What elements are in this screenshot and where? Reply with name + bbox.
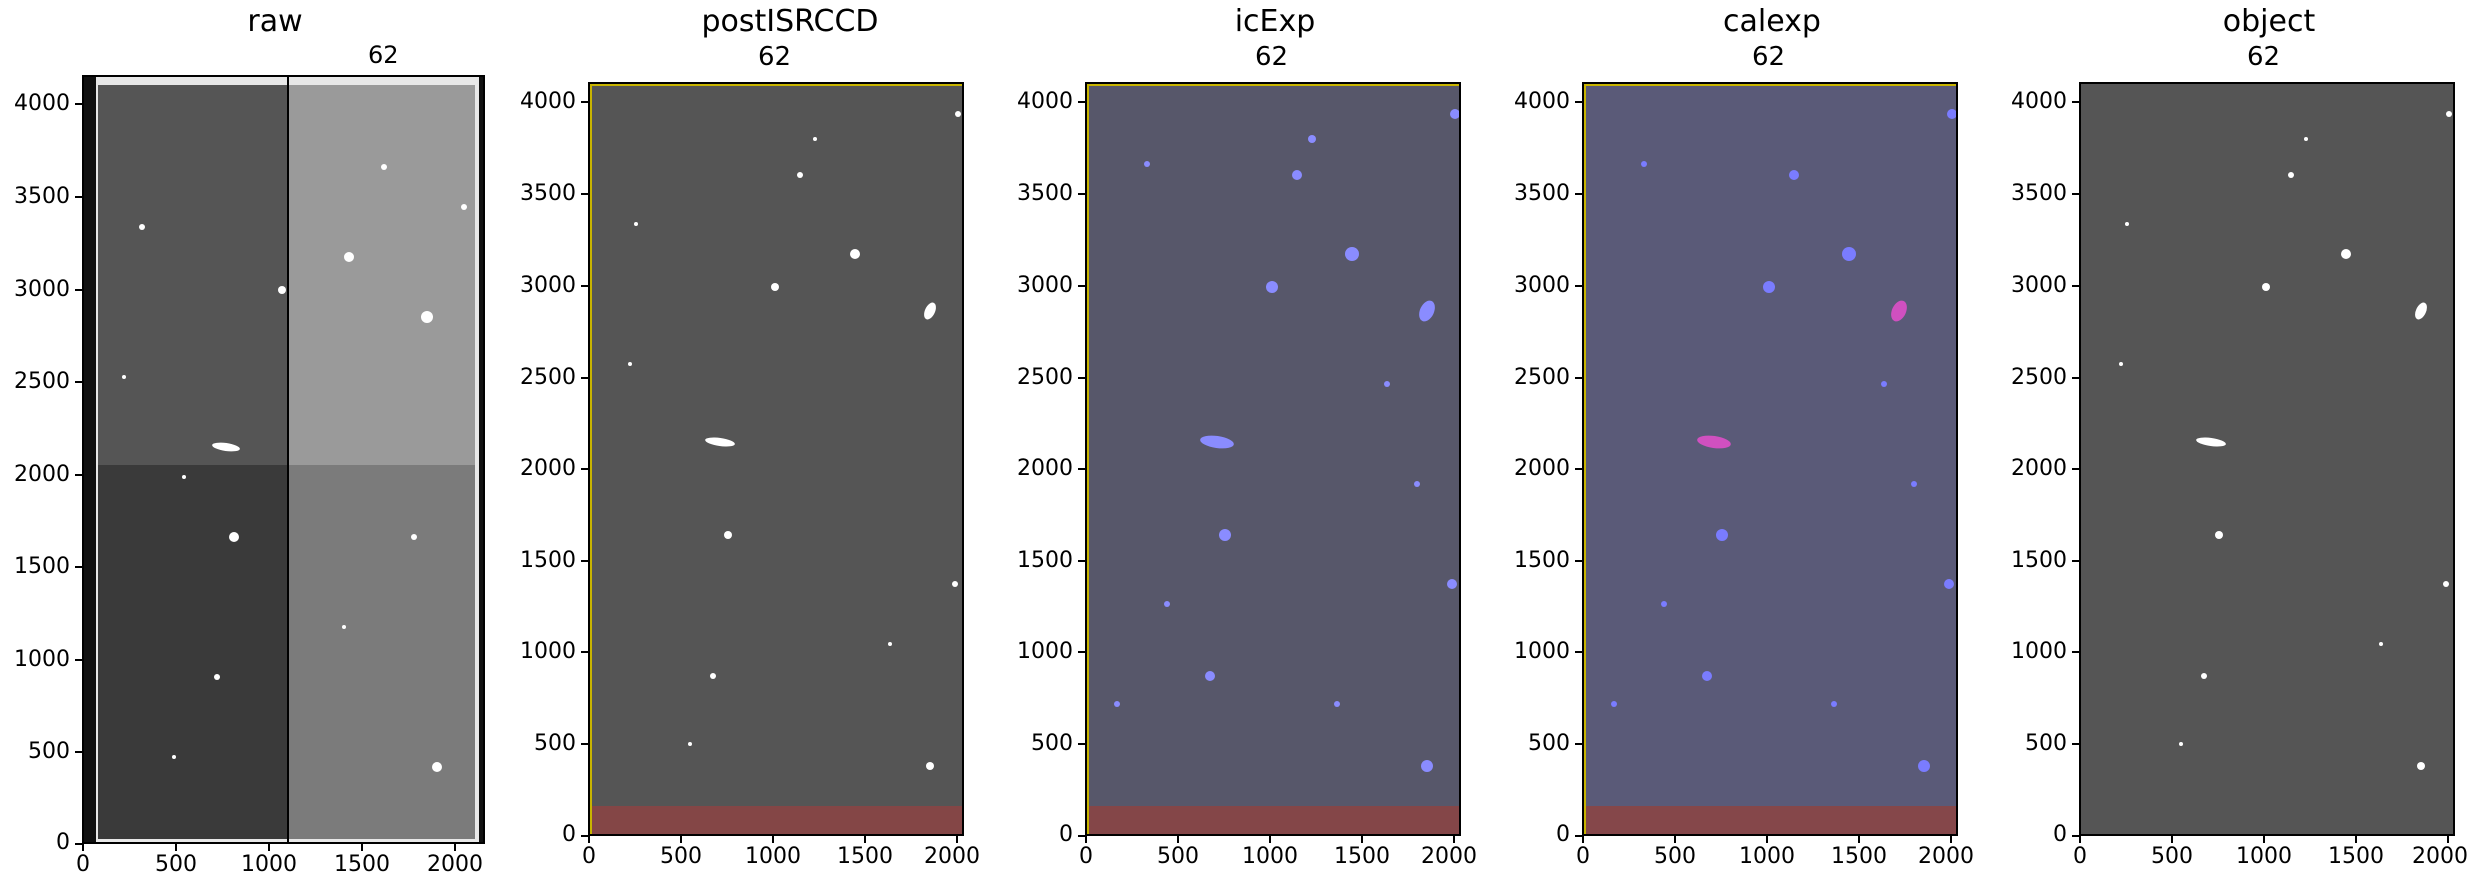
y-tick-label: 1500 (520, 548, 576, 573)
panel-raw: raw 62 0 500 1000 1500 2000 2500 (0, 0, 500, 894)
x-tick-label: 2000 (427, 852, 483, 877)
y-tick-label: 500 (1528, 731, 1570, 756)
y-tick-label: 2000 (2011, 456, 2067, 481)
x-tick-label: 0 (1576, 844, 1590, 869)
y-tick-label: 2500 (2011, 365, 2067, 390)
y-tick-label: 2500 (1017, 365, 1073, 390)
x-tick-label: 1000 (745, 844, 801, 869)
y-tick-label: 4000 (14, 91, 70, 116)
panel-subtitle: 62 (368, 41, 399, 69)
y-tick-label: 4000 (520, 89, 576, 114)
y-tick-label: 0 (56, 830, 70, 855)
x-tick-label: 2000 (924, 844, 980, 869)
y-tick-label: 0 (2053, 822, 2067, 847)
y-tick-label: 500 (2025, 731, 2067, 756)
panel-title: raw (247, 4, 303, 39)
y-tick-label: 1000 (1514, 639, 1570, 664)
x-tick-label: 0 (582, 844, 596, 869)
y-tick-label: 1500 (1017, 548, 1073, 573)
x-tick-label: 2000 (1918, 844, 1974, 869)
y-tick-label: 1000 (14, 647, 70, 672)
x-tick-label: 1500 (1831, 844, 1887, 869)
y-tick-label: 2000 (1017, 456, 1073, 481)
y-tick-label: 0 (1059, 822, 1073, 847)
y-tick-label: 3500 (1017, 181, 1073, 206)
y-tick-label: 3500 (14, 184, 70, 209)
y-tick-label: 500 (534, 731, 576, 756)
x-tick-label: 2000 (2412, 844, 2468, 869)
y-tick-label: 2500 (1514, 365, 1570, 390)
x-tick-label: 500 (1157, 844, 1199, 869)
panel-object: object 62 0 500 1000 1500 2000 2500 3000… (1991, 0, 2485, 894)
y-tick-label: 3000 (520, 273, 576, 298)
image-axes (588, 82, 964, 836)
x-tick-label: 1500 (2328, 844, 2384, 869)
x-tick-label: 1000 (1242, 844, 1298, 869)
y-tick-label: 2000 (1514, 456, 1570, 481)
panel-title: calexp (1723, 4, 1821, 39)
icexp-image (1087, 84, 1459, 834)
x-tick-label: 1500 (837, 844, 893, 869)
y-tick-label: 1500 (1514, 548, 1570, 573)
y-tick-label: 4000 (1017, 89, 1073, 114)
panel-calexp: calexp 62 0 500 1000 1500 2000 2500 30 (1494, 0, 1991, 894)
y-tick-label: 0 (1556, 822, 1570, 847)
x-tick-label: 500 (660, 844, 702, 869)
panel-subtitle: 62 (1255, 42, 1289, 72)
x-tick-label: 2000 (1421, 844, 1477, 869)
panel-subtitle: 62 (2247, 42, 2281, 72)
x-tick-label: 1500 (1334, 844, 1390, 869)
y-tick-label: 3000 (2011, 273, 2067, 298)
y-tick-label: 4000 (2011, 89, 2067, 114)
x-tick-label: 500 (2151, 844, 2193, 869)
x-tick-label: 500 (155, 852, 197, 877)
y-tick-label: 4000 (1514, 89, 1570, 114)
panel-title: object (2222, 4, 2316, 39)
panel-icexp: icExp 62 0 500 1000 1500 2000 2500 3000 … (997, 0, 1494, 894)
y-tick-label: 3500 (1514, 181, 1570, 206)
y-tick-label: 1000 (520, 639, 576, 664)
panel-subtitle: 62 (758, 42, 792, 72)
x-tick-label: 1000 (1739, 844, 1795, 869)
x-tick-label: 0 (76, 852, 90, 877)
y-tick-label: 2000 (520, 456, 576, 481)
panel-postisrccd: postISRCCD 62 0 500 1000 1500 2000 2500 … (500, 0, 997, 894)
x-tick-label: 1000 (241, 852, 297, 877)
x-tick-label: 500 (1654, 844, 1696, 869)
image-axes (1582, 82, 1958, 836)
y-tick-label: 2000 (14, 462, 70, 487)
y-tick-label: 1000 (2011, 639, 2067, 664)
y-tick-label: 3000 (14, 277, 70, 302)
y-tick-label: 3500 (2011, 181, 2067, 206)
panel-subtitle: 62 (1752, 42, 1786, 72)
image-axes (2079, 82, 2455, 836)
image-axes (82, 75, 485, 844)
y-tick-label: 1000 (1017, 639, 1073, 664)
x-tick-label: 1000 (2236, 844, 2292, 869)
postisrccd-image (590, 84, 962, 834)
y-tick-label: 2500 (14, 369, 70, 394)
raw-image (84, 77, 483, 842)
x-tick-label: 0 (2073, 844, 2087, 869)
x-tick-label: 1500 (334, 852, 390, 877)
y-tick-label: 2500 (520, 365, 576, 390)
y-tick-label: 1500 (14, 554, 70, 579)
y-tick-label: 0 (562, 822, 576, 847)
panel-title: postISRCCD (701, 4, 879, 39)
y-tick-label: 3500 (520, 181, 576, 206)
y-tick-label: 500 (28, 739, 70, 764)
calexp-image (1584, 84, 1956, 834)
y-tick-label: 500 (1031, 731, 1073, 756)
y-tick-label: 3000 (1017, 273, 1073, 298)
y-tick-label: 3000 (1514, 273, 1570, 298)
image-axes (1085, 82, 1461, 836)
x-tick-label: 0 (1079, 844, 1093, 869)
panel-title: icExp (1234, 4, 1316, 39)
object-image (2081, 84, 2453, 834)
y-tick-label: 1500 (2011, 548, 2067, 573)
